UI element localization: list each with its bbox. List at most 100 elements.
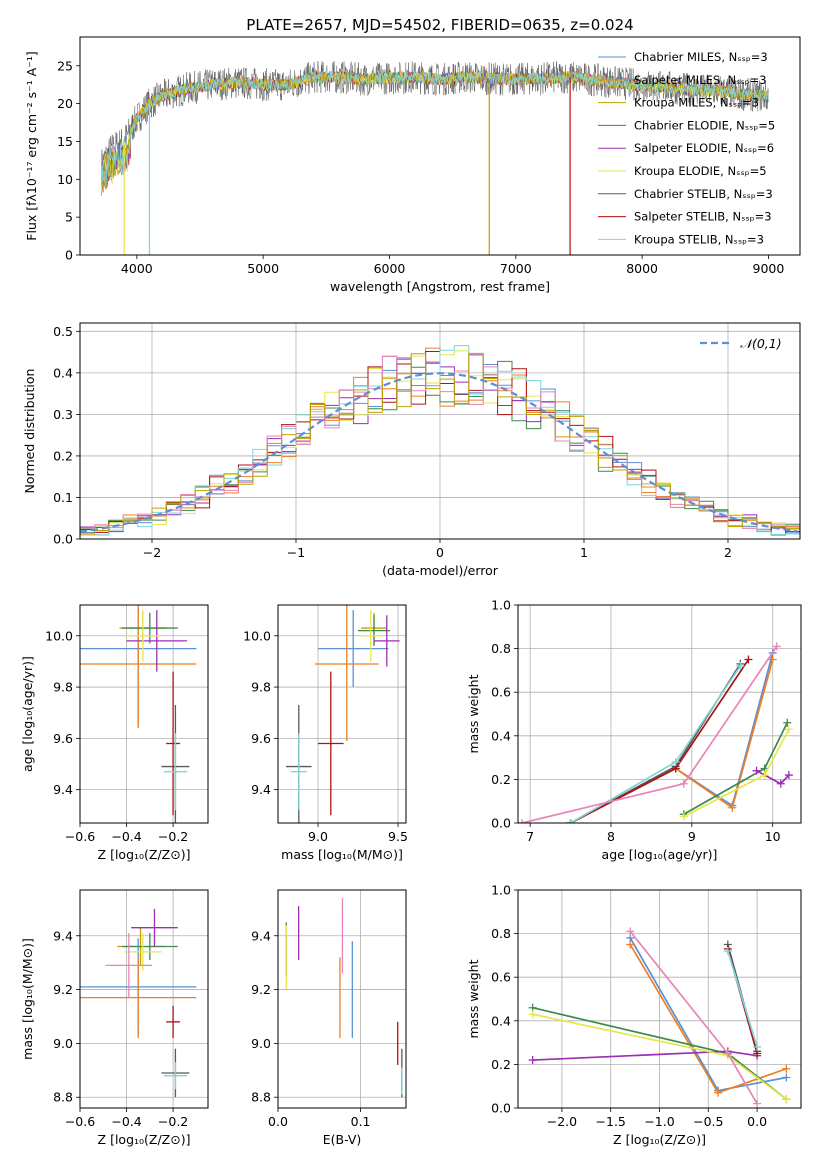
- y-axis-label: mass weight: [466, 674, 481, 753]
- x-tick-label: 9: [688, 829, 696, 844]
- axes-frame: [79, 36, 801, 256]
- y-tick-label: 0.2: [491, 1057, 511, 1072]
- plot-area: [80, 908, 197, 1098]
- y-tick-label: 0.3: [53, 407, 73, 422]
- axes-frame: [517, 889, 802, 1109]
- y-tick-label: 9.6: [251, 731, 271, 746]
- x-tick-label: 4000: [121, 261, 153, 276]
- legend-entry: Kroupa ELODIE, Nₛₛₚ=5: [634, 164, 767, 178]
- legend-entry: Salpeter ELODIE, Nₛₛₚ=6: [634, 141, 774, 155]
- x-tick-label: −1.0: [644, 1114, 674, 1129]
- x-tick-label: −1.5: [596, 1114, 626, 1129]
- weight-marker: [626, 927, 635, 936]
- histogram-step: [80, 352, 800, 536]
- weight-marker: [784, 725, 793, 734]
- weight-marker: [714, 1088, 723, 1097]
- x-tick-label: 8: [607, 829, 615, 844]
- y-axis-label: mass weight: [466, 959, 481, 1038]
- weight-marker: [736, 662, 745, 671]
- weight-line: [570, 659, 774, 823]
- plot-area: [80, 605, 197, 823]
- y-tick-label: 25: [57, 58, 73, 73]
- x-tick-label: 0.1: [351, 1114, 371, 1129]
- weight-marker: [723, 947, 732, 956]
- y-tick-label: 9.4: [251, 928, 271, 943]
- y-tick-label: 0.2: [491, 772, 511, 787]
- y-tick-label: 0.0: [491, 816, 511, 831]
- weight-line: [629, 930, 758, 1105]
- x-tick-label: −0.2: [158, 1114, 188, 1129]
- weight-line: [683, 722, 789, 816]
- series-line: [101, 61, 769, 181]
- weight-marker: [679, 812, 688, 821]
- x-tick-label: 9.5: [388, 829, 408, 844]
- weight-line: [570, 652, 774, 823]
- x-tick-label: −0.6: [65, 1114, 95, 1129]
- y-tick-label: 9.0: [251, 1036, 271, 1051]
- y-tick-label: 0.5: [53, 324, 73, 339]
- panel-mass-weight-vs-Z: −2.0 −1.5 −1.0 −0.5 0.0 0.0 0.2 0.4 0.6 0.8 1.0 Z […: [466, 883, 802, 1147]
- weight-marker: [782, 1073, 791, 1082]
- weight-marker: [626, 940, 635, 949]
- weight-marker: [768, 655, 777, 664]
- y-tick-label: 9.2: [251, 982, 271, 997]
- plot-area: [80, 345, 800, 536]
- x-tick-label: −0.4: [111, 1114, 141, 1129]
- x-tick-label: 6000: [374, 261, 406, 276]
- y-tick-label: 9.8: [53, 680, 73, 695]
- y-tick-label: 9.0: [53, 1036, 73, 1051]
- weight-line: [570, 663, 742, 823]
- x-axis-label: Z [log₁₀(Z/Z⊙)]: [98, 847, 191, 862]
- axes-frame: [79, 604, 209, 824]
- plot-area: [528, 927, 791, 1108]
- x-tick-label: −0.2: [158, 829, 188, 844]
- weight-marker: [671, 757, 680, 766]
- weight-marker: [528, 1010, 537, 1019]
- weight-marker: [528, 1056, 537, 1065]
- y-tick-label: 15: [57, 134, 73, 149]
- y-tick-label: 0: [65, 248, 73, 263]
- x-tick-label: 2: [724, 545, 732, 560]
- histogram-step: [80, 345, 800, 536]
- y-tick-label: 0.4: [491, 728, 511, 743]
- y-tick-label: 0.6: [491, 685, 511, 700]
- weight-marker: [728, 803, 737, 812]
- y-tick-label: 10.0: [243, 628, 271, 643]
- panel-mass-weight-vs-age: 7 8 9 10 0.0 0.2 0.4 0.6 0.8 1.0 age [log₁₀(age/yr…: [466, 598, 802, 862]
- x-tick-label: 10: [765, 829, 781, 844]
- y-tick-label: 9.6: [53, 731, 73, 746]
- x-tick-label: 7: [526, 829, 534, 844]
- x-axis-label: age [log₁₀(age/yr)]: [602, 847, 718, 862]
- y-tick-label: 0.8: [491, 926, 511, 941]
- x-tick-label: −2: [143, 545, 161, 560]
- y-tick-label: 9.4: [53, 928, 73, 943]
- panel-age-vs-Z: −0.6 −0.4 −0.2 9.4 9.6 9.8 10.0 Z [log₁₀(Z/Z⊙)]…: [20, 604, 209, 862]
- weight-marker: [782, 1064, 791, 1073]
- x-tick-label: −0.4: [111, 829, 141, 844]
- legend-entry: Chabrier ELODIE, Nₛₛₚ=5: [634, 118, 775, 132]
- weight-marker: [679, 779, 688, 788]
- x-axis-label: (data-model)/error: [382, 563, 499, 578]
- x-axis-label: E(B-V): [323, 1132, 362, 1147]
- weight-marker: [753, 1099, 762, 1108]
- y-axis-label: age [log₁₀(age/yr)]: [20, 656, 35, 772]
- y-axis-label: Normed distribution: [22, 369, 37, 494]
- x-axis-label: Z [log₁₀(Z/Z⊙)]: [613, 1132, 706, 1147]
- y-tick-label: 8.8: [53, 1090, 73, 1105]
- y-axis-label: Flux [fλ10⁻¹⁷ erg cm⁻² s⁻¹ A⁻¹]: [24, 51, 39, 240]
- series-line: [101, 70, 769, 195]
- legend-entry: Kroupa MILES, Nₛₛₚ=3: [634, 96, 759, 110]
- y-tick-label: 0.4: [53, 365, 73, 380]
- weight-marker: [744, 655, 753, 664]
- weight-marker: [723, 1049, 732, 1058]
- legend-entry: Kroupa STELIB, Nₛₛₚ=3: [634, 232, 764, 246]
- x-tick-label: −0.5: [693, 1114, 723, 1129]
- weight-line: [570, 665, 742, 823]
- weight-marker: [518, 819, 527, 823]
- y-tick-label: 0.1: [53, 490, 73, 505]
- y-tick-label: 0.8: [491, 641, 511, 656]
- weight-line: [726, 950, 758, 1048]
- y-tick-label: 9.4: [251, 782, 271, 797]
- x-tick-label: 5000: [247, 261, 279, 276]
- panel-age-vs-mass: 9.0 9.5 9.4 9.6 9.8 10.0 mass [log₁₀(M/M⊙)]: [243, 604, 408, 862]
